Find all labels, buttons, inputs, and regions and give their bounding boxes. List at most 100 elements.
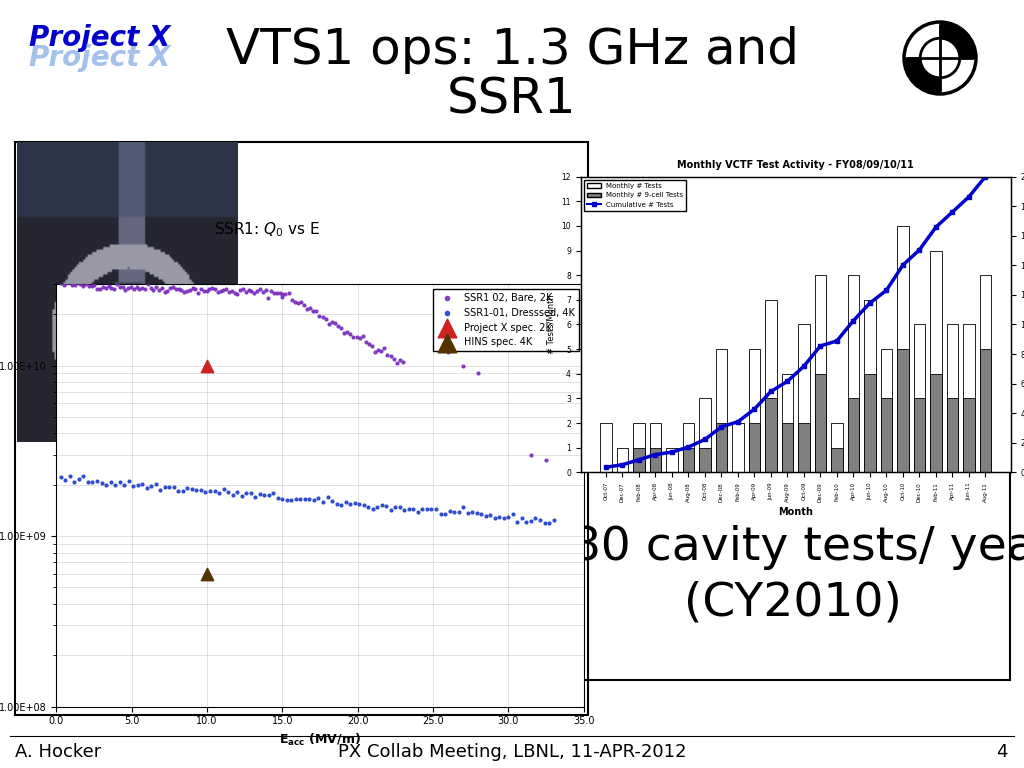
SSR1-01, Dresssed, 4K [198, 486, 214, 498]
Bar [781, 423, 794, 472]
SSR1 02, Bare, 2K [103, 282, 120, 294]
SSR1 02, Bare, 2K [333, 322, 349, 334]
SSR1 02, Bare, 2K [348, 331, 365, 343]
SSR1 02, Bare, 2K [131, 283, 147, 295]
SSR1-01, Dresssed, 4K [147, 478, 164, 490]
SSR1 02, Bare, 2K [134, 282, 151, 294]
Bar [980, 349, 991, 472]
SSR1 02, Bare, 2K [305, 305, 322, 317]
SSR1 02, Bare, 2K [100, 280, 117, 292]
SSR1-01, Dresssed, 4K [220, 486, 237, 498]
SSR1 02, Bare, 2K [278, 288, 294, 300]
SSR1-01, Dresssed, 4K [134, 478, 151, 490]
SSR1-01, Dresssed, 4K [269, 492, 286, 504]
SSR1 02, Bare, 2K [63, 279, 80, 291]
SSR1 02, Bare, 2K [215, 284, 231, 296]
SSR1 02, Bare, 2K [78, 278, 94, 290]
SSR1 02, Bare, 2K [67, 280, 83, 292]
Bar [864, 300, 876, 472]
SSR1 02, Bare, 2K [274, 287, 291, 300]
SSR1 02, Bare, 2K [538, 454, 554, 466]
SSR1 02, Bare, 2K [364, 340, 380, 353]
SSR1-01, Dresssed, 4K [89, 475, 105, 487]
Bar [798, 423, 810, 472]
SSR1-01, Dresssed, 4K [193, 484, 209, 496]
SSR1 02, Bare, 2K [94, 281, 111, 293]
SSR1 02, Bare, 2K [345, 331, 361, 343]
X-axis label: $\mathbf{E_{acc}}$ (MV/m): $\mathbf{E_{acc}}$ (MV/m) [280, 732, 360, 748]
SSR1 02, Bare, 2K [342, 328, 358, 340]
Bar [616, 448, 628, 472]
SSR1 02, Bare, 2K [373, 345, 389, 357]
SSR1-01, Dresssed, 4K [514, 511, 530, 524]
SSR1 02, Bare, 2K [357, 336, 374, 348]
SSR1-01, Dresssed, 4K [243, 487, 259, 499]
SSR1 02, Bare, 2K [281, 287, 297, 300]
Bar [633, 423, 645, 472]
Bar [683, 448, 694, 472]
SSR1 02, Bare, 2K [274, 290, 291, 303]
SSR1-01, Dresssed, 4K [383, 504, 399, 516]
SSR1 02, Bare, 2K [367, 346, 383, 358]
SSR1 02, Bare, 2K [128, 280, 144, 293]
SSR1 02, Bare, 2K [330, 319, 346, 332]
SSR1 02, Bare, 2K [302, 302, 318, 314]
SSR1 02, Bare, 2K [204, 283, 220, 295]
SSR1-01, Dresssed, 4K [391, 502, 408, 514]
SSR1-01, Dresssed, 4K [112, 476, 128, 488]
SSR1 02, Bare, 2K [73, 277, 89, 290]
SSR1 02, Bare, 2K [226, 287, 243, 300]
SSR1 02, Bare, 2K [212, 285, 228, 297]
Polygon shape [904, 58, 940, 94]
Bar [716, 423, 727, 472]
SSR1 02, Bare, 2K [145, 284, 162, 296]
Bar [897, 226, 908, 472]
Bar [831, 448, 843, 472]
SSR1 02, Bare, 2K [202, 283, 218, 295]
Legend: SSR1 02, Bare, 2K, SSR1-01, Dresssed, 4K, Project X spec. 2K, HINS spec. 4K: SSR1 02, Bare, 2K, SSR1-01, Dresssed, 4K… [433, 289, 579, 352]
Bar [930, 374, 942, 472]
SSR1 02, Bare, 2K [296, 299, 312, 311]
SSR1 02, Bare, 2K [268, 287, 285, 300]
SSR1 02, Bare, 2K [223, 285, 240, 297]
SSR1-01, Dresssed, 4K [98, 478, 115, 491]
SSR1-01, Dresssed, 4K [369, 501, 385, 513]
SSR1-01, Dresssed, 4K [496, 512, 512, 525]
SSR1 02, Bare, 2K [115, 280, 131, 293]
SSR1-01, Dresssed, 4K [378, 500, 394, 512]
SSR1-01, Dresssed, 4K [338, 496, 354, 508]
Bar [831, 423, 843, 472]
SSR1-01, Dresssed, 4K [324, 495, 340, 507]
Bar [913, 399, 925, 472]
Bar [946, 325, 958, 472]
Project X spec. 2K [199, 359, 215, 372]
SSR1 02, Bare, 2K [327, 317, 343, 329]
SSR1 02, Bare, 2K [308, 305, 325, 317]
SSR1-01, Dresssed, 4K [57, 474, 74, 486]
Bar [964, 399, 975, 472]
SSR1 02, Bare, 2K [126, 283, 142, 296]
SSR1-01, Dresssed, 4K [396, 504, 413, 516]
SSR1-01, Dresssed, 4K [319, 491, 336, 503]
SSR1-01, Dresssed, 4K [441, 505, 458, 518]
SSR1-01, Dresssed, 4K [188, 483, 205, 495]
SSR1 02, Bare, 2K [154, 282, 170, 294]
SSR1 02, Bare, 2K [184, 281, 201, 293]
SSR1 02, Bare, 2K [55, 279, 72, 291]
SSR1-01, Dresssed, 4K [297, 493, 313, 505]
Text: 4: 4 [996, 743, 1008, 761]
SSR1 02, Bare, 2K [123, 281, 139, 293]
Text: SSR1: SSR1 [447, 76, 577, 124]
Bar [815, 374, 826, 472]
Bar [633, 448, 645, 472]
Bar [980, 275, 991, 472]
SSR1 02, Bare, 2K [97, 282, 114, 294]
Legend: Monthly # Tests, Monthly # 9-cell Tests, Cumulative # Tests: Monthly # Tests, Monthly # 9-cell Tests,… [584, 180, 686, 210]
SSR1-01, Dresssed, 4K [121, 475, 137, 488]
SSR1 02, Bare, 2K [89, 283, 105, 296]
SSR1 02, Bare, 2K [263, 285, 280, 297]
SSR1-01, Dresssed, 4K [360, 501, 377, 513]
SSR1-01, Dresssed, 4K [71, 472, 87, 485]
SSR1 02, Bare, 2K [148, 280, 165, 293]
Bar [881, 349, 892, 472]
